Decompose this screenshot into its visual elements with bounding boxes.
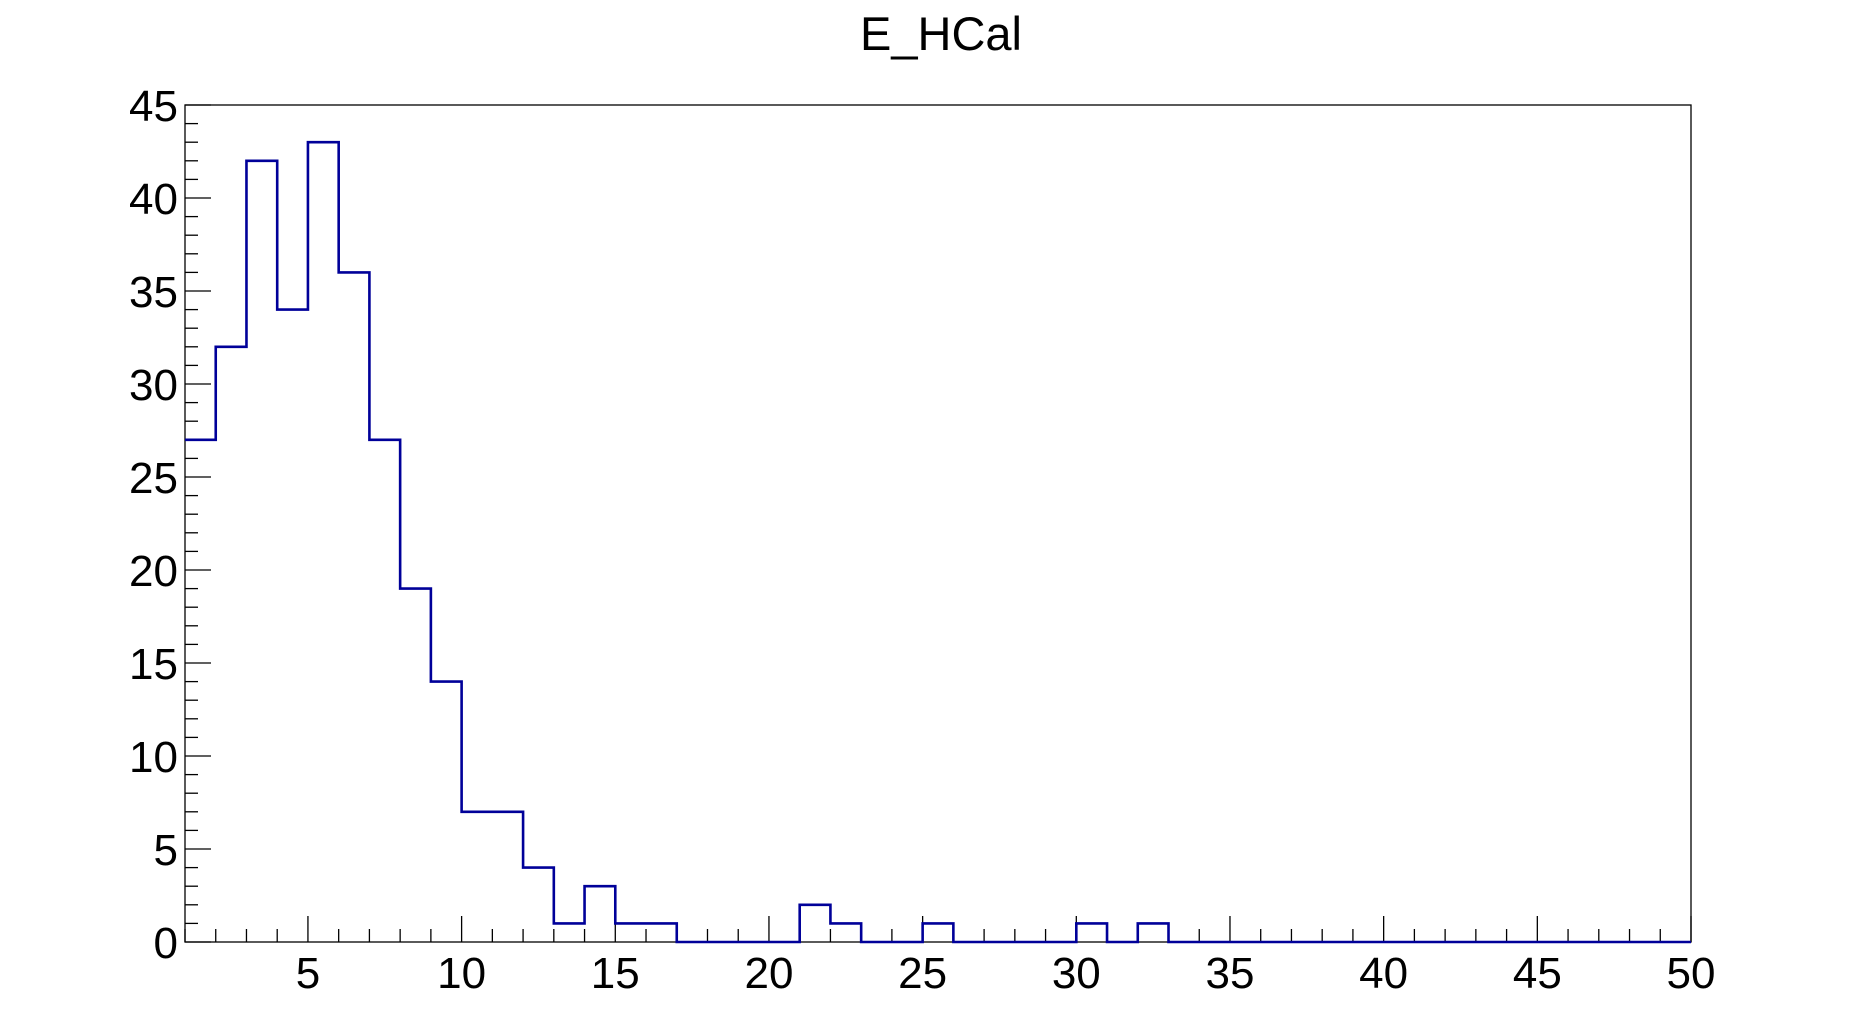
histogram-bin: [246, 161, 277, 942]
histogram-bin: [339, 272, 370, 942]
histogram-bin: [523, 868, 554, 942]
histogram-bin: [216, 347, 247, 942]
x-tick-label: 20: [744, 949, 793, 998]
x-tick-label: 45: [1513, 949, 1562, 998]
y-axis: 0 5 10 15 20 25 30 35 40 45: [129, 82, 211, 968]
x-tick-label: 25: [898, 949, 947, 998]
histogram-outline: [185, 140, 1691, 944]
histogram-bin: [492, 812, 523, 942]
y-tick-label: 0: [154, 919, 178, 968]
chart-title: E_HCal: [860, 7, 1022, 60]
histogram-bin: [462, 812, 493, 942]
histogram-bin: [615, 923, 646, 942]
histogram-bin: [1076, 923, 1107, 942]
histogram-bin: [185, 440, 216, 942]
x-tick-label: 40: [1359, 949, 1408, 998]
x-tick-label: 35: [1206, 949, 1255, 998]
y-tick-label: 25: [129, 454, 178, 503]
histogram-bins: [185, 142, 1169, 942]
plot-frame-rect: [184, 104, 1692, 943]
histogram-bin: [431, 682, 462, 942]
y-tick-label: 5: [154, 826, 178, 875]
histogram-bin: [400, 589, 431, 942]
histogram-bin: [1138, 923, 1169, 942]
histogram-bin: [308, 142, 339, 942]
histogram-bin: [800, 905, 831, 942]
x-tick-label: 50: [1667, 949, 1716, 998]
x-tick-label: 5: [296, 949, 320, 998]
y-tick-label: 20: [129, 547, 178, 596]
y-tick-label: 30: [129, 361, 178, 410]
y-tick-label: 35: [129, 268, 178, 317]
histogram-bin: [585, 886, 616, 942]
y-tick-label: 45: [129, 82, 178, 131]
histogram-bin: [554, 923, 585, 942]
histogram-bin: [646, 923, 677, 942]
histogram-bin: [830, 923, 861, 942]
histogram-bin: [369, 440, 400, 942]
y-tick-label: 10: [129, 733, 178, 782]
y-tick-label: 40: [129, 175, 178, 224]
x-tick-label: 15: [591, 949, 640, 998]
histogram-bin: [277, 310, 308, 942]
x-axis: 5 10 15 20 25 30 35 40 45 50: [184, 916, 1716, 998]
plot-frame: [184, 104, 1692, 943]
x-tick-label: 10: [437, 949, 486, 998]
x-tick-label: 30: [1052, 949, 1101, 998]
histogram-bin: [923, 923, 954, 942]
y-tick-label: 15: [129, 640, 178, 689]
